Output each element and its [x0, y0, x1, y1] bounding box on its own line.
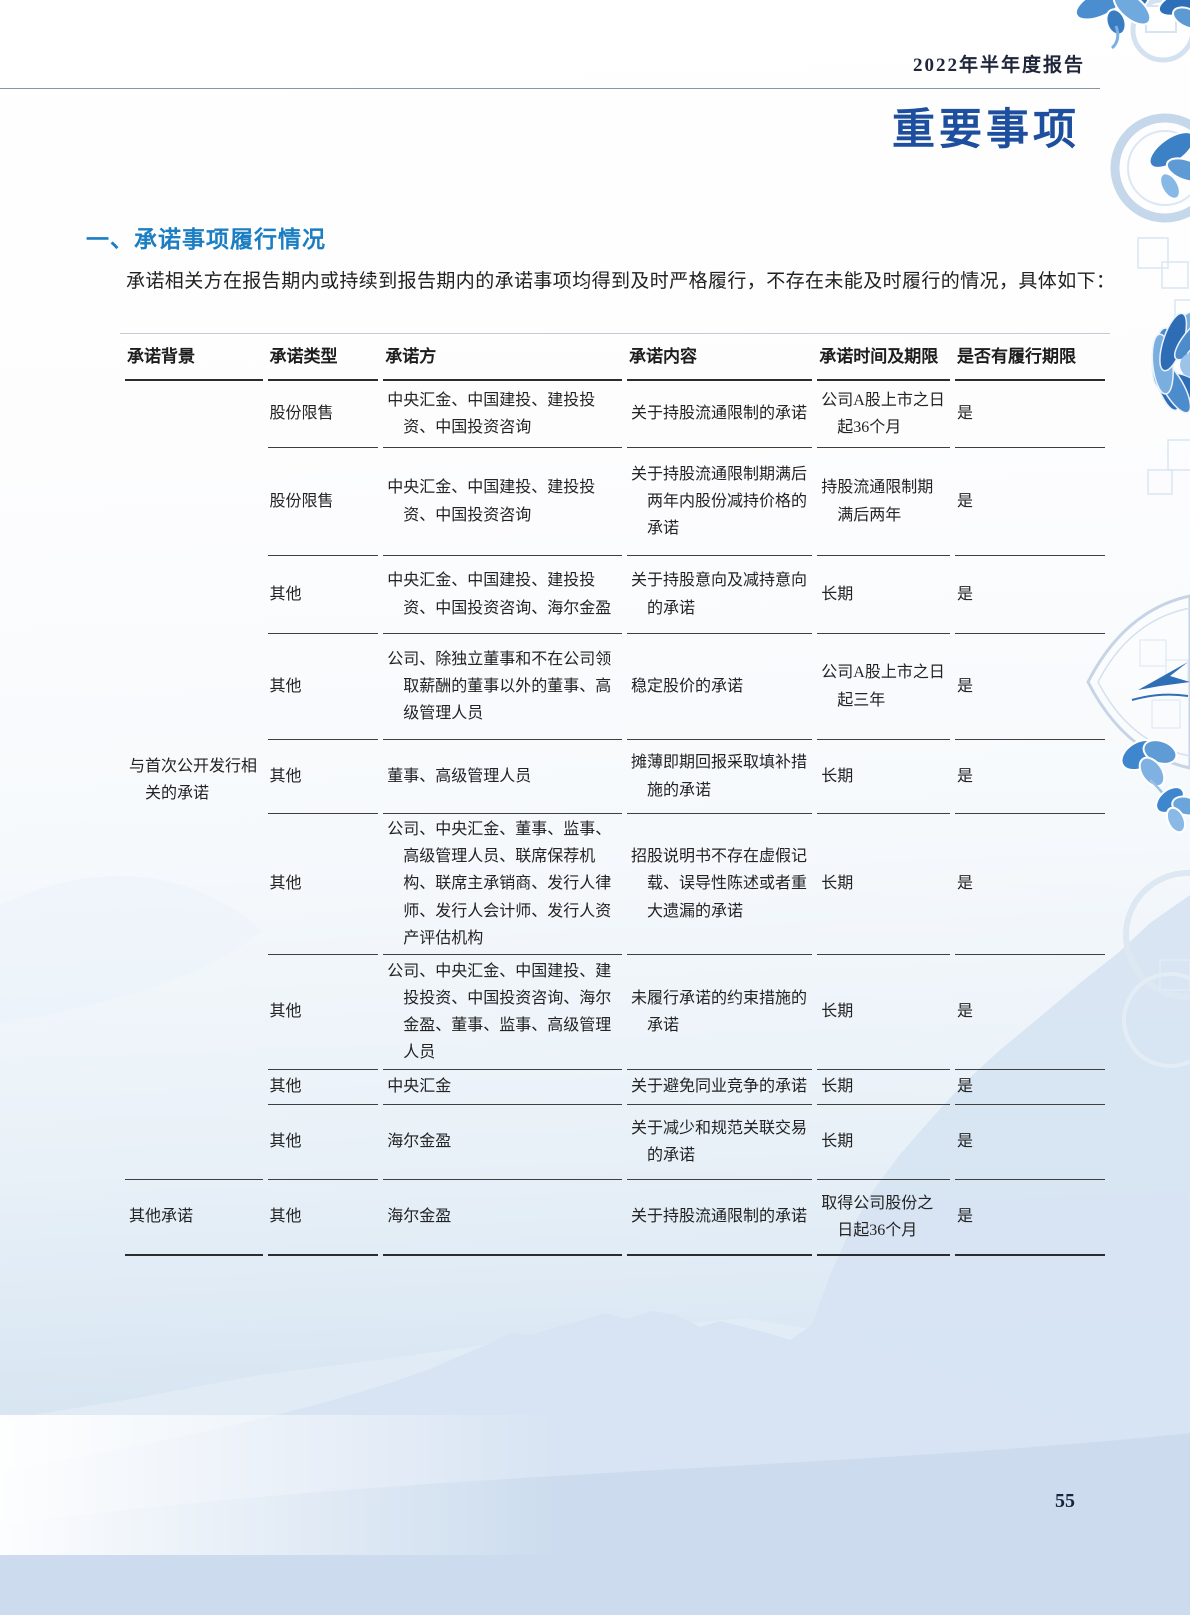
cell-commitment-period: 长期 [817, 814, 951, 955]
cell-commitment-period: 取得公司股份之日起36个月 [817, 1180, 951, 1256]
table-row: 其他 中央汇金 关于避免同业竞争的承诺 长期 是 [125, 1070, 1105, 1105]
report-title: 2022年半年度报告 [912, 55, 1085, 76]
chapter-title: 重要事项 [892, 107, 1080, 154]
column-header-type: 承诺类型 [267, 334, 379, 381]
cell-commitment-period: 持股流通限制期满后两年 [817, 448, 951, 556]
cell-commitment-party: 海尔金盈 [383, 1180, 623, 1256]
cell-commitment-party: 中央汇金 [383, 1070, 623, 1105]
cell-commitment-party: 中央汇金、中国建投、建投投资、中国投资咨询 [383, 448, 623, 556]
cell-commitment-period: 长期 [817, 955, 951, 1070]
cell-has-deadline: 是 [955, 381, 1105, 448]
cell-commitment-content: 关于避免同业竞争的承诺 [627, 1070, 813, 1105]
table-row: 其他 中央汇金、中国建投、建投投资、中国投资咨询、海尔金盈 关于持股意向及减持意… [125, 556, 1105, 634]
table-row: 其他 海尔金盈 关于减少和规范关联交易的承诺 长期 是 [125, 1105, 1105, 1180]
cell-commitment-type: 其他 [267, 1180, 379, 1256]
cell-commitment-party: 公司、中央汇金、中国建投、建投投资、中国投资咨询、海尔金盈、董事、监事、高级管理… [383, 955, 623, 1070]
column-header-party: 承诺方 [383, 334, 623, 381]
cell-commitment-type: 其他 [267, 634, 379, 740]
table-row: 其他承诺 其他 海尔金盈 关于持股流通限制的承诺 取得公司股份之日起36个月 是 [125, 1180, 1105, 1256]
cell-commitment-type: 股份限售 [267, 448, 379, 556]
cell-commitment-period: 长期 [817, 556, 951, 634]
cell-commitment-type: 股份限售 [267, 381, 379, 448]
mountain-main-ridge [0, 895, 1190, 1615]
table-row: 其他 公司、除独立董事和不在公司领取薪酬的董事以外的董事、高级管理人员 稳定股价… [125, 634, 1105, 740]
table-row: 其他 公司、中央汇金、中国建投、建投投资、中国投资咨询、海尔金盈、董事、监事、高… [125, 955, 1105, 1070]
cell-has-deadline: 是 [955, 1105, 1105, 1180]
intro-paragraph: 承诺相关方在报告期内或持续到报告期内的承诺事项均得到及时严格履行，不存在未能及时… [126, 271, 1116, 292]
cell-commitment-period: 长期 [817, 1105, 951, 1180]
cell-commitment-type: 其他 [267, 1070, 379, 1105]
table-row: 其他 公司、中央汇金、董事、监事、高级管理人员、联席保荐机构、联席主承销商、发行… [125, 814, 1105, 955]
cell-commitment-party: 公司、中央汇金、董事、监事、高级管理人员、联席保荐机构、联席主承销商、发行人律师… [383, 814, 623, 955]
lattice-squares-icon [1137, 237, 1190, 495]
cell-commitment-type: 其他 [267, 556, 379, 634]
right-ornament-strip [1074, 0, 1190, 1068]
cell-has-deadline: 是 [955, 634, 1105, 740]
cell-commitment-type: 其他 [267, 814, 379, 955]
cell-commitment-content: 关于持股流通限制期满后两年内股份减持价格的承诺 [627, 448, 813, 556]
cell-commitment-period: 公司A股上市之日起36个月 [817, 381, 951, 448]
cell-commitment-content: 关于持股流通限制的承诺 [627, 381, 813, 448]
cell-has-deadline: 是 [955, 814, 1105, 955]
column-header-deadline: 是否有履行期限 [955, 334, 1105, 381]
cell-commitment-period: 公司A股上市之日起三年 [817, 634, 951, 740]
table-row: 其他 董事、高级管理人员 摊薄即期回报采取填补措施的承诺 长期 是 [125, 740, 1105, 814]
cell-commitment-type: 其他 [267, 1105, 379, 1180]
swallow-icon [1138, 662, 1190, 690]
cell-commitment-party: 董事、高级管理人员 [383, 740, 623, 814]
ring-ornament-icon [1110, 113, 1190, 223]
cell-commitment-type: 其他 [267, 955, 379, 1070]
cell-commitment-party: 公司、除独立董事和不在公司领取薪酬的董事以外的董事、高级管理人员 [383, 634, 623, 740]
commitments-table: 承诺背景 承诺类型 承诺方 承诺内容 承诺时间及期限 是否有履行期限 与首次公开… [120, 333, 1110, 1256]
fan-ornament-icon [1086, 594, 1190, 770]
cell-commitment-content: 关于减少和规范关联交易的承诺 [627, 1105, 813, 1180]
cell-commitment-content: 关于持股流通限制的承诺 [627, 1180, 813, 1256]
faint-rings-icon [1122, 870, 1190, 1068]
section-heading: 一、承诺事项履行情况 [86, 226, 326, 252]
cell-has-deadline: 是 [955, 740, 1105, 814]
magnolia-ornament-icon [1120, 738, 1190, 834]
page-number: 55 [1055, 1490, 1075, 1512]
header-rule [0, 88, 1100, 89]
cell-has-deadline: 是 [955, 556, 1105, 634]
cell-commitment-period: 长期 [817, 740, 951, 814]
cell-has-deadline: 是 [955, 955, 1105, 1070]
cell-commitment-content: 未履行承诺的约束措施的承诺 [627, 955, 813, 1070]
cell-commitment-content: 招股说明书不存在虚假记载、误导性陈述或者重大遗漏的承诺 [627, 814, 813, 955]
column-header-background: 承诺背景 [125, 334, 263, 381]
table-row: 与首次公开发行相关的承诺 股份限售 中央汇金、中国建投、建投投资、中国投资咨询 … [125, 381, 1105, 1180]
column-header-period: 承诺时间及期限 [817, 334, 951, 381]
cell-has-deadline: 是 [955, 1070, 1105, 1105]
mountain-landscape-background [0, 876, 1190, 1615]
cell-has-deadline: 是 [955, 1180, 1105, 1256]
table-header-row: 承诺背景 承诺类型 承诺方 承诺内容 承诺时间及期限 是否有履行期限 [125, 334, 1105, 381]
cell-commitment-party: 海尔金盈 [383, 1105, 623, 1180]
cell-has-deadline: 是 [955, 448, 1105, 556]
cell-commitment-content: 稳定股价的承诺 [627, 634, 813, 740]
cell-commitment-type: 其他 [267, 740, 379, 814]
cell-commitment-content: 摊薄即期回报采取填补措施的承诺 [627, 740, 813, 814]
cell-background-group: 与首次公开发行相关的承诺 [125, 381, 263, 1180]
cell-commitment-party: 中央汇金、中国建投、建投投资、中国投资咨询、海尔金盈 [383, 556, 623, 634]
cell-commitment-party: 中央汇金、中国建投、建投投资、中国投资咨询 [383, 381, 623, 448]
table-row: 股份限售 中央汇金、中国建投、建投投资、中国投资咨询 关于持股流通限制期满后两年… [125, 448, 1105, 556]
flower-ornament-icon [1074, 0, 1190, 63]
cell-commitment-content: 关于持股意向及减持意向的承诺 [627, 556, 813, 634]
cell-commitment-period: 长期 [817, 1070, 951, 1105]
column-header-content: 承诺内容 [627, 334, 813, 381]
cell-background-group: 其他承诺 [125, 1180, 263, 1256]
